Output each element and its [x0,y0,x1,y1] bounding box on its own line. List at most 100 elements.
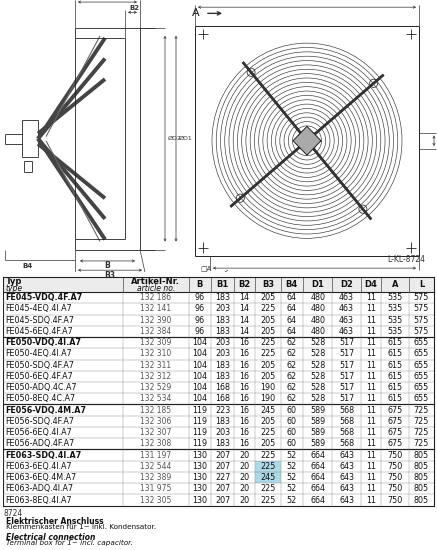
Text: □A: □A [200,265,212,271]
Text: 16: 16 [239,338,250,347]
Text: 168: 168 [215,383,230,392]
Text: 11: 11 [366,450,376,460]
Text: 207: 207 [215,485,230,493]
Text: FE063-8EQ.4I.A7: FE063-8EQ.4I.A7 [6,496,72,504]
Text: FE045-6EQ.4F.A7: FE045-6EQ.4F.A7 [6,327,73,336]
Text: 205: 205 [260,439,276,448]
Text: 11: 11 [366,394,376,403]
Text: 655: 655 [414,349,429,359]
Text: 463: 463 [339,316,354,324]
Text: 205: 205 [260,372,276,381]
Text: article no.: article no. [137,284,175,293]
Text: FE063-ADQ.4I.A7: FE063-ADQ.4I.A7 [6,485,73,493]
Text: 16: 16 [239,417,250,426]
Text: 132 311: 132 311 [140,361,171,370]
Text: 528: 528 [310,349,325,359]
Text: 104: 104 [192,349,208,359]
Text: 183: 183 [215,372,230,381]
Text: 480: 480 [310,304,325,314]
Text: 205: 205 [260,316,276,324]
Text: 11: 11 [366,405,376,415]
Text: 205: 205 [260,327,276,336]
Text: 725: 725 [414,428,429,437]
Text: 11: 11 [366,496,376,504]
Text: 463: 463 [339,327,354,336]
Text: 664: 664 [310,496,325,504]
Text: 203: 203 [215,428,230,437]
Text: 245: 245 [260,473,276,482]
Text: 119: 119 [192,405,208,415]
Text: 8724: 8724 [3,509,23,518]
Text: 130: 130 [192,450,208,460]
Text: D2: D2 [340,280,353,289]
Text: 11: 11 [366,372,376,381]
Text: 655: 655 [414,361,429,370]
Text: 14: 14 [239,316,250,324]
Text: 11: 11 [366,361,376,370]
Text: A: A [192,8,200,18]
Text: 480: 480 [310,327,325,336]
Text: 183: 183 [215,361,230,370]
Text: 643: 643 [339,462,354,471]
Text: ØD1: ØD1 [179,136,193,141]
Text: 96: 96 [195,327,205,336]
Text: 132 534: 132 534 [140,394,172,403]
Text: 517: 517 [339,372,354,381]
Text: 225: 225 [260,338,276,347]
Text: 11: 11 [366,338,376,347]
Text: FE045-VDQ.4F.A7: FE045-VDQ.4F.A7 [6,293,83,302]
Text: FE050-SDQ.4F.A7: FE050-SDQ.4F.A7 [6,361,74,370]
Text: 190: 190 [260,394,275,403]
Text: 750: 750 [388,485,403,493]
Text: 11: 11 [366,349,376,359]
Text: 589: 589 [310,417,325,426]
Text: 225: 225 [260,450,276,460]
Text: 130: 130 [192,462,208,471]
Text: 725: 725 [414,439,429,448]
Text: 750: 750 [388,473,403,482]
Text: 16: 16 [239,349,250,359]
Text: 568: 568 [339,439,354,448]
Text: 655: 655 [414,383,429,392]
Text: 62: 62 [287,349,297,359]
Text: 183: 183 [215,327,230,336]
Text: 119: 119 [192,417,208,426]
Text: 205: 205 [260,417,276,426]
Text: 16: 16 [239,361,250,370]
Text: type: type [6,284,23,293]
Text: 463: 463 [339,293,354,302]
Text: 11: 11 [366,383,376,392]
Text: 11: 11 [366,316,376,324]
Text: 805: 805 [414,473,429,482]
Text: Electrical connection: Electrical connection [6,533,95,542]
Text: 183: 183 [215,417,230,426]
Text: 535: 535 [388,293,403,302]
Text: 11: 11 [366,428,376,437]
Text: 463: 463 [339,304,354,314]
Text: FE050-6EQ.4F.A7: FE050-6EQ.4F.A7 [6,372,73,381]
Text: 130: 130 [192,496,208,504]
Text: 183: 183 [215,316,230,324]
Text: FE063-SDQ.4I.A7: FE063-SDQ.4I.A7 [6,450,82,460]
Text: 528: 528 [310,394,325,403]
Text: 64: 64 [287,304,297,314]
Text: Elektrischer Anschluss: Elektrischer Anschluss [6,516,103,526]
Text: 60: 60 [287,405,297,415]
Text: 130: 130 [192,473,208,482]
Text: 14: 14 [239,304,250,314]
Text: 132 384: 132 384 [140,327,171,336]
Text: Terminal box for 1~ incl. capacitor.: Terminal box for 1~ incl. capacitor. [6,540,132,546]
Text: 20: 20 [239,485,250,493]
Text: 805: 805 [414,485,429,493]
Text: FE063-6EQ.4M.A7: FE063-6EQ.4M.A7 [6,473,77,482]
Text: 725: 725 [414,417,429,426]
Text: B4: B4 [22,263,32,269]
Text: 96: 96 [195,304,205,314]
Text: 517: 517 [339,338,354,347]
Text: 615: 615 [388,361,402,370]
Text: 183: 183 [215,439,230,448]
Text: ØD4: ØD4 [200,277,215,283]
Text: B1: B1 [216,280,229,289]
Text: 52: 52 [287,450,297,460]
Text: 568: 568 [339,405,354,415]
